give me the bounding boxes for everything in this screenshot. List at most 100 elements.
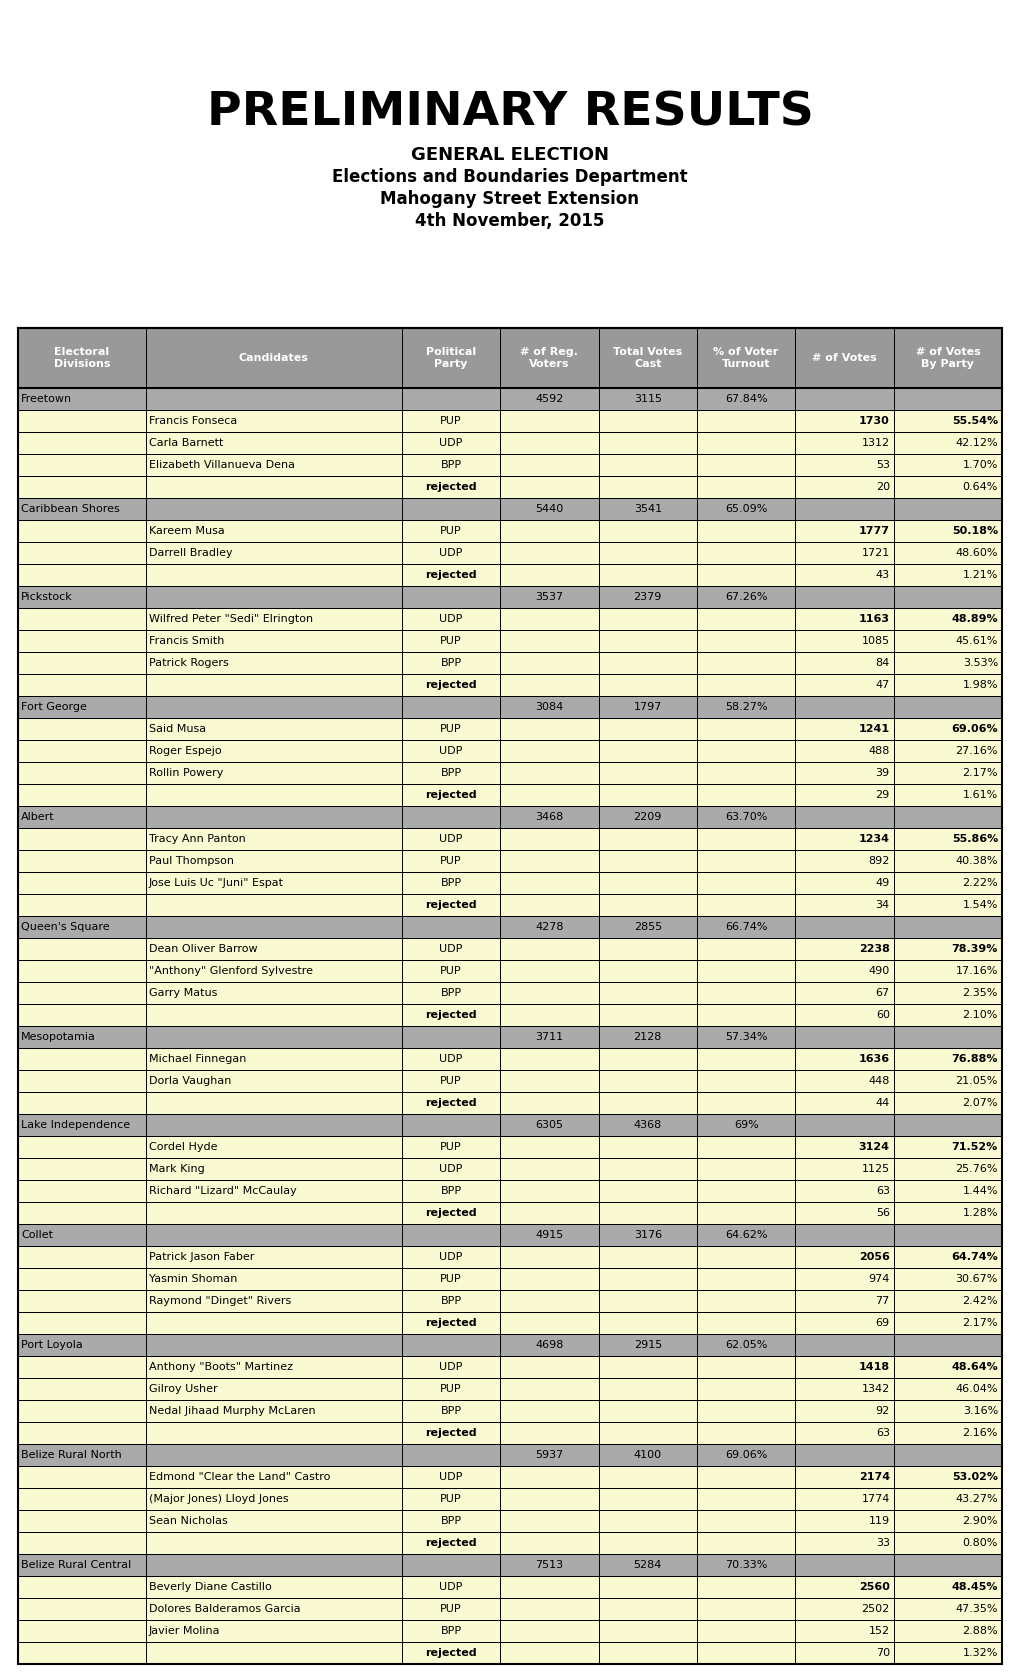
Text: UDP: UDP: [439, 746, 463, 756]
Text: PUP: PUP: [440, 1604, 462, 1614]
Text: 69%: 69%: [733, 1121, 758, 1131]
Bar: [18, 850, 1001, 872]
Bar: [18, 1620, 1001, 1641]
Bar: [18, 1136, 1001, 1158]
Text: 2502: 2502: [861, 1604, 889, 1614]
Text: "Anthony" Glenford Sylvestre: "Anthony" Glenford Sylvestre: [149, 966, 313, 976]
Text: rejected: rejected: [425, 1537, 476, 1547]
Text: PUP: PUP: [440, 857, 462, 865]
Text: 63: 63: [875, 1186, 889, 1196]
Text: 974: 974: [867, 1273, 889, 1284]
Text: 2560: 2560: [858, 1583, 889, 1593]
Text: Lake Independence: Lake Independence: [21, 1121, 130, 1131]
Text: Wilfred Peter "Sedi" Elrington: Wilfred Peter "Sedi" Elrington: [149, 613, 313, 623]
Text: BPP: BPP: [440, 988, 461, 998]
Text: 1.54%: 1.54%: [962, 900, 997, 911]
Text: BPP: BPP: [440, 659, 461, 669]
Text: 65.09%: 65.09%: [725, 504, 766, 514]
Bar: [18, 1070, 1001, 1092]
Text: 40.38%: 40.38%: [955, 857, 997, 865]
Text: Political
Party: Political Party: [426, 346, 476, 370]
Bar: [18, 696, 1001, 717]
Bar: [18, 1158, 1001, 1179]
Text: 56: 56: [875, 1208, 889, 1218]
Text: BPP: BPP: [440, 1626, 461, 1636]
Text: 2209: 2209: [633, 811, 661, 822]
Text: 49: 49: [874, 879, 889, 889]
Bar: [18, 916, 1001, 937]
Text: Carla Barnett: Carla Barnett: [149, 438, 223, 449]
Text: 2915: 2915: [633, 1341, 661, 1351]
Bar: [18, 1334, 1001, 1356]
Text: 58.27%: 58.27%: [725, 702, 766, 712]
Text: 69.06%: 69.06%: [725, 1450, 766, 1460]
Text: 20: 20: [874, 482, 889, 492]
Text: Elizabeth Villanueva Dena: Elizabeth Villanueva Dena: [149, 460, 294, 470]
Text: UDP: UDP: [439, 1583, 463, 1593]
Text: 45.61%: 45.61%: [955, 637, 997, 647]
Text: 4100: 4100: [633, 1450, 661, 1460]
Text: # of Votes
By Party: # of Votes By Party: [915, 346, 979, 370]
Text: 25.76%: 25.76%: [955, 1164, 997, 1174]
Text: PUP: PUP: [440, 724, 462, 734]
Text: 30.67%: 30.67%: [955, 1273, 997, 1284]
Text: Pickstock: Pickstock: [21, 591, 72, 601]
Text: 66.74%: 66.74%: [725, 922, 766, 932]
Text: Dean Oliver Barrow: Dean Oliver Barrow: [149, 944, 257, 954]
Text: 69.06%: 69.06%: [951, 724, 997, 734]
Text: rejected: rejected: [425, 1319, 476, 1327]
Text: 2.07%: 2.07%: [962, 1099, 997, 1109]
Text: Kareem Musa: Kareem Musa: [149, 526, 224, 536]
Bar: [18, 1005, 1001, 1026]
Text: 152: 152: [868, 1626, 889, 1636]
Text: Michael Finnegan: Michael Finnegan: [149, 1053, 246, 1063]
Bar: [18, 1268, 1001, 1290]
Text: 48.64%: 48.64%: [951, 1362, 997, 1373]
Text: Anthony "Boots" Martinez: Anthony "Boots" Martinez: [149, 1362, 292, 1373]
Text: 119: 119: [868, 1515, 889, 1525]
Text: 2855: 2855: [633, 922, 661, 932]
Text: 1342: 1342: [861, 1384, 889, 1394]
Text: 1418: 1418: [858, 1362, 889, 1373]
Text: Mesopotamia: Mesopotamia: [21, 1032, 96, 1042]
Text: Queen's Square: Queen's Square: [21, 922, 109, 932]
Text: BPP: BPP: [440, 1295, 461, 1305]
Text: 1797: 1797: [633, 702, 661, 712]
Text: 67.26%: 67.26%: [725, 591, 766, 601]
Bar: [18, 1026, 1001, 1048]
Bar: [18, 564, 1001, 586]
Bar: [18, 1225, 1001, 1247]
Bar: [18, 1114, 1001, 1136]
Text: Richard "Lizard" McCaulay: Richard "Lizard" McCaulay: [149, 1186, 297, 1196]
Text: Jose Luis Uc "Juni" Espat: Jose Luis Uc "Juni" Espat: [149, 879, 283, 889]
Text: 3084: 3084: [535, 702, 562, 712]
Bar: [18, 894, 1001, 916]
Bar: [18, 785, 1001, 806]
Text: UDP: UDP: [439, 438, 463, 449]
Text: Elections and Boundaries Department: Elections and Boundaries Department: [332, 168, 687, 186]
Text: PUP: PUP: [440, 1494, 462, 1504]
Bar: [18, 1312, 1001, 1334]
Text: PUP: PUP: [440, 526, 462, 536]
Text: PUP: PUP: [440, 417, 462, 427]
Text: UDP: UDP: [439, 833, 463, 843]
Text: % of Voter
Turnout: % of Voter Turnout: [712, 346, 779, 370]
Text: Dorla Vaughan: Dorla Vaughan: [149, 1075, 231, 1085]
Text: 1.61%: 1.61%: [962, 790, 997, 800]
Bar: [18, 1467, 1001, 1488]
Text: Javier Molina: Javier Molina: [149, 1626, 220, 1636]
Bar: [18, 1378, 1001, 1399]
Text: 55.86%: 55.86%: [951, 833, 997, 843]
Text: 3711: 3711: [535, 1032, 562, 1042]
Text: 84: 84: [874, 659, 889, 669]
Text: rejected: rejected: [425, 1099, 476, 1109]
Text: Total Votes
Cast: Total Votes Cast: [612, 346, 682, 370]
Text: UDP: UDP: [439, 1472, 463, 1482]
Text: Patrick Rogers: Patrick Rogers: [149, 659, 228, 669]
Text: 60: 60: [875, 1010, 889, 1020]
Text: Yasmin Shoman: Yasmin Shoman: [149, 1273, 237, 1284]
Text: 1721: 1721: [861, 548, 889, 558]
Text: Electoral
Divisions: Electoral Divisions: [54, 346, 110, 370]
Text: 43: 43: [874, 570, 889, 580]
Bar: [18, 432, 1001, 454]
